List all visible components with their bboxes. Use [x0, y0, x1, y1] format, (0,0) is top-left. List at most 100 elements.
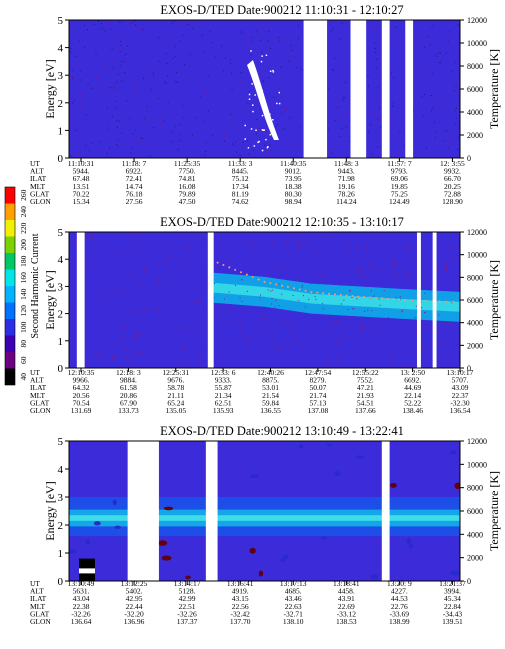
noise-speck — [223, 136, 225, 138]
noise-speck — [346, 156, 348, 158]
noise-speck — [268, 53, 270, 55]
noise-speck — [403, 266, 405, 268]
noise-speck — [71, 349, 73, 351]
table-cell: 137.37 — [177, 617, 198, 626]
noise-speck — [103, 248, 105, 250]
noise-speck — [126, 45, 128, 47]
temperature-point — [286, 285, 289, 288]
noise-speck — [222, 353, 224, 355]
temperature-point — [275, 283, 278, 286]
noise-speck — [265, 331, 267, 333]
noise-speck — [235, 284, 237, 286]
noise-speck — [226, 339, 228, 341]
noise-speck — [205, 256, 207, 258]
noise-speck — [83, 119, 85, 121]
noise-speck — [331, 58, 333, 60]
noise-speck — [71, 352, 73, 354]
event-speck — [260, 60, 263, 63]
noise-speck — [157, 65, 159, 67]
noise-speck — [407, 276, 409, 278]
noise-speck — [319, 282, 321, 284]
noise-speck — [111, 41, 113, 43]
noise-speck — [360, 331, 362, 333]
noise-speck — [376, 58, 378, 60]
table-cell: 42.99 — [179, 594, 196, 603]
noise-speck — [170, 99, 172, 101]
table-cell: 47.21 — [357, 383, 374, 392]
noise-speck — [132, 310, 134, 312]
noise-speck — [457, 24, 459, 26]
noise-speck — [308, 242, 310, 244]
noise-speck — [401, 310, 403, 312]
noise-speck — [118, 235, 120, 237]
noise-speck — [182, 34, 184, 36]
noise-speck — [241, 278, 243, 280]
noise-speck — [404, 326, 406, 328]
noise-speck — [256, 127, 258, 129]
noise-speck — [440, 102, 442, 104]
panel-title: EXOS-D/TED Date:900212 11:10:31 - 12:10:… — [160, 3, 403, 17]
noise-speck — [123, 123, 125, 125]
table-cell: 136.64 — [71, 617, 92, 626]
table-cell: -32.71 — [284, 609, 304, 618]
event-speck — [255, 82, 258, 84]
noise-speck — [185, 300, 187, 302]
noise-speck — [258, 34, 260, 36]
noise-speck — [156, 73, 158, 75]
noise-speck — [349, 108, 351, 110]
noise-speck — [375, 48, 377, 50]
noise-speck — [289, 117, 291, 119]
table-cell: 19.16 — [338, 182, 355, 191]
table-cell: 67.48 — [73, 174, 90, 183]
noise-speck — [252, 60, 254, 62]
noise-speck — [179, 355, 181, 357]
noise-speck — [456, 107, 458, 109]
contour-blob — [283, 554, 289, 560]
table-cell: 42.95 — [126, 594, 143, 603]
table-cell: 13:20: 9 — [387, 579, 412, 588]
noise-speck — [427, 46, 429, 48]
table-cell: 58.78 — [167, 383, 184, 392]
noise-speck — [116, 81, 118, 83]
noise-speck — [281, 293, 283, 295]
noise-speck — [278, 364, 280, 366]
noise-speck — [315, 299, 317, 301]
noise-speck — [247, 140, 249, 142]
noise-speck — [378, 106, 380, 108]
contour-blob — [406, 537, 412, 545]
noise-speck — [157, 333, 159, 335]
noise-speck — [332, 316, 334, 318]
event-speck — [252, 104, 254, 106]
noise-speck — [247, 346, 249, 348]
y-right-tick-label: 6000 — [467, 507, 483, 516]
noise-speck — [393, 363, 395, 365]
noise-speck — [359, 272, 361, 274]
noise-speck — [255, 323, 257, 325]
noise-speck — [391, 155, 393, 157]
noise-speck — [126, 100, 128, 102]
noise-speck — [99, 288, 101, 290]
noise-speck — [201, 34, 203, 36]
table-cell: 8445. — [232, 167, 249, 176]
table-cell: 13:12:25 — [121, 579, 148, 588]
noise-speck — [158, 61, 160, 63]
noise-speck — [217, 329, 219, 331]
noise-speck — [259, 294, 261, 296]
noise-speck — [103, 62, 105, 64]
noise-speck — [215, 350, 217, 352]
colorbar-swatch — [5, 319, 15, 336]
noise-speck — [241, 30, 243, 32]
noise-speck — [153, 127, 155, 129]
event-speck — [276, 102, 278, 105]
noise-speck — [123, 42, 125, 44]
noise-speck — [131, 103, 133, 105]
noise-speck — [149, 117, 151, 119]
noise-speck — [298, 24, 300, 26]
noise-speck — [392, 77, 394, 79]
noise-speck — [170, 299, 172, 301]
data-gap — [207, 232, 214, 368]
y-right-tick-label: 6000 — [467, 85, 483, 94]
noise-speck — [304, 306, 306, 308]
noise-speck — [260, 263, 262, 265]
table-cell: 12:55:22 — [352, 368, 379, 377]
